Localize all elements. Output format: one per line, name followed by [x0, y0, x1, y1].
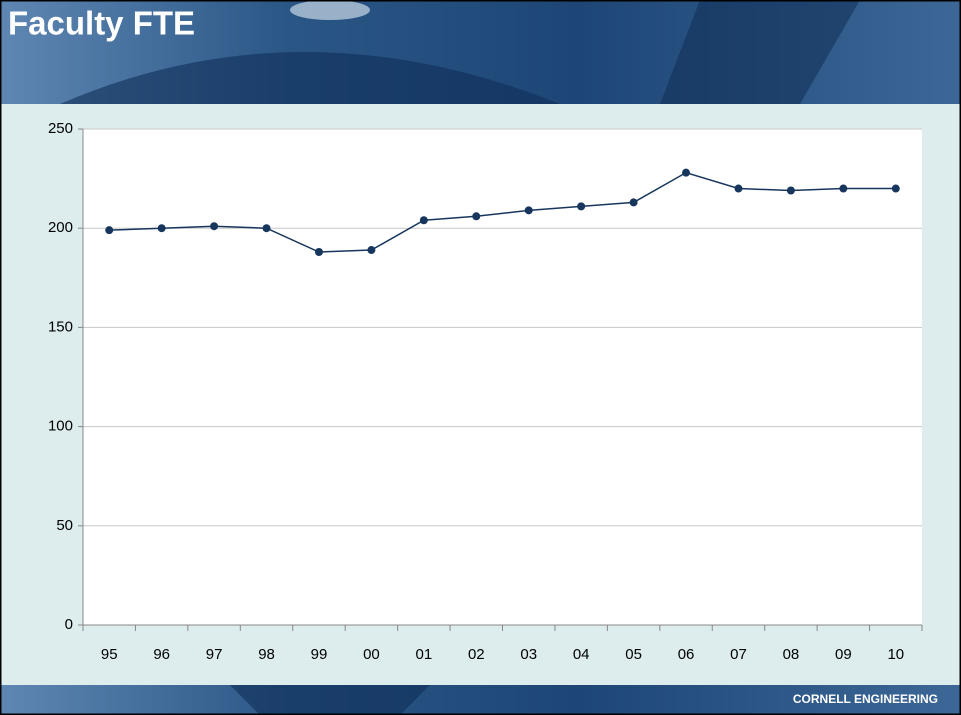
- y-tick-label: 50: [56, 517, 73, 534]
- data-point: [472, 212, 481, 221]
- data-point: [105, 226, 114, 235]
- data-point: [577, 202, 586, 211]
- data-point: [157, 224, 166, 233]
- x-tick-label: 07: [730, 646, 747, 663]
- data-point: [629, 198, 638, 207]
- x-tick-label: 05: [625, 646, 642, 663]
- data-point: [210, 222, 219, 231]
- plot-area: [83, 129, 922, 625]
- x-tick-label: 96: [153, 646, 170, 663]
- x-tick-label: 95: [101, 646, 118, 663]
- y-tick-label: 100: [48, 418, 73, 435]
- data-point: [262, 224, 271, 233]
- banner-cloud: [290, 0, 370, 20]
- banner-shape: [230, 685, 430, 715]
- data-point: [734, 184, 743, 193]
- x-tick-label: 98: [258, 646, 275, 663]
- data-point: [314, 248, 323, 257]
- x-tick-label: 97: [206, 646, 223, 663]
- data-point: [367, 246, 376, 255]
- banner-shape: [60, 52, 560, 104]
- data-point: [891, 184, 900, 193]
- x-tick-label: 09: [835, 646, 852, 663]
- x-tick-label: 04: [573, 646, 590, 663]
- x-tick-label: 10: [887, 646, 904, 663]
- footer-banner: [0, 685, 961, 715]
- y-tick-label: 0: [65, 616, 73, 633]
- data-point: [682, 168, 691, 177]
- data-line: [109, 171, 896, 253]
- y-tick-label: 200: [48, 219, 73, 236]
- data-point: [839, 184, 848, 193]
- y-tick-label: 150: [48, 318, 73, 335]
- x-tick-label: 00: [363, 646, 380, 663]
- banner-shape: [660, 0, 860, 104]
- footer-text: CORNELL ENGINEERING: [793, 692, 938, 706]
- y-tick-label: 250: [48, 120, 73, 137]
- x-tick-label: 01: [416, 646, 433, 663]
- x-tick-label: 08: [783, 646, 800, 663]
- x-tick-label: 03: [520, 646, 537, 663]
- data-point: [419, 216, 428, 225]
- x-tick-label: 99: [311, 646, 328, 663]
- data-point: [786, 186, 795, 195]
- x-tick-label: 02: [468, 646, 485, 663]
- slide-title: Faculty FTE: [8, 5, 195, 42]
- data-point: [524, 206, 533, 215]
- x-tick-label: 06: [678, 646, 695, 663]
